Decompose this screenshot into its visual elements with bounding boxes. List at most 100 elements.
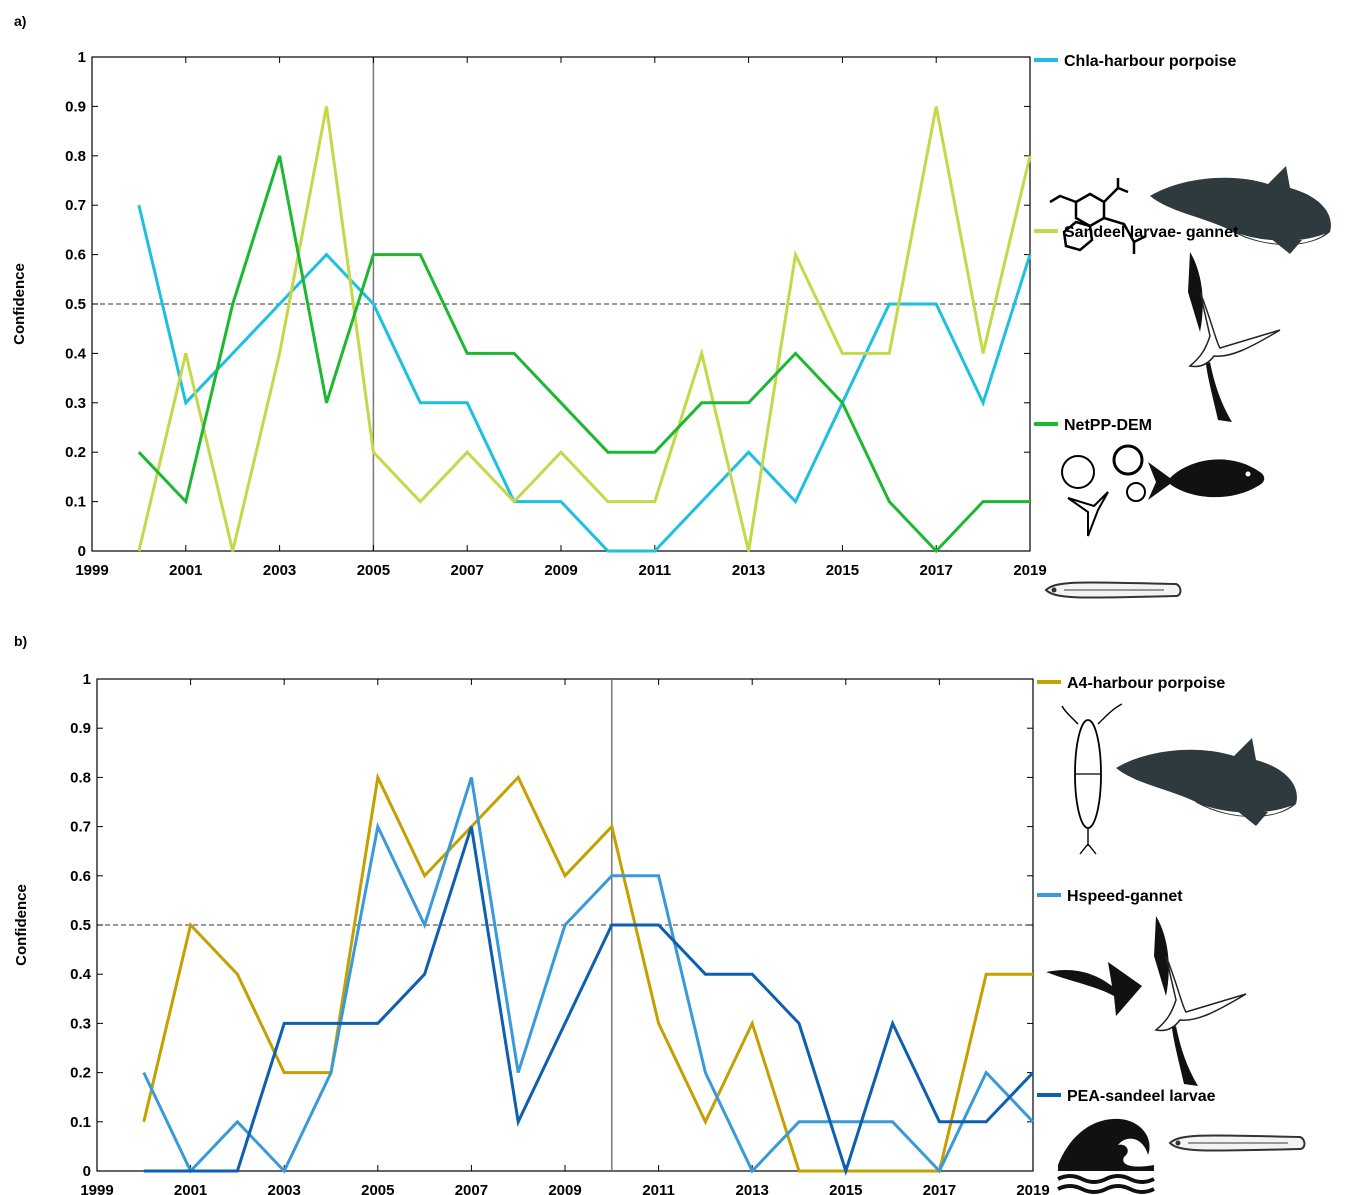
x-tick-label: 2009 [548, 1182, 581, 1195]
panel-b: b) 0 0.1 0.2 0.3 0.4 0.5 0.6 0.7 0.8 0.9 1 1999 2001 2… [13, 633, 1306, 1195]
data-point [376, 776, 379, 779]
data-point [142, 1071, 145, 1074]
data-point [1032, 1071, 1035, 1074]
x-tick-label: 2009 [544, 562, 577, 579]
data-point [794, 352, 797, 355]
gannet-tail [1206, 362, 1232, 422]
plankton-cell [1061, 455, 1095, 489]
fish-body [1148, 459, 1265, 500]
data-point [325, 253, 328, 256]
x-tick-label: 1999 [80, 1182, 113, 1195]
x-tick-label: 2015 [826, 562, 859, 579]
data-point [466, 451, 469, 454]
data-point [704, 1071, 707, 1074]
x-tick-label: 2001 [169, 562, 202, 579]
data-point [794, 253, 797, 256]
data-point [137, 550, 140, 553]
gannet-wingtip [1154, 916, 1169, 996]
x-tick-label: 2017 [923, 1182, 956, 1195]
larva-eye [1051, 587, 1057, 593]
x-tick-label: 2013 [732, 562, 765, 579]
data-point [747, 550, 750, 553]
data-point [236, 973, 239, 976]
data-point [1029, 154, 1032, 157]
y-tick-label: 0.2 [65, 444, 86, 461]
y-tick-label: 0.9 [70, 720, 91, 737]
y-tick-label: 1 [83, 671, 91, 688]
data-point [985, 973, 988, 976]
wave-ripples [1057, 1174, 1155, 1194]
molecule-bonds [1049, 178, 1147, 254]
data-point [372, 451, 375, 454]
series-line-3 [143, 826, 1035, 1176]
data-point [560, 500, 563, 503]
data-point [985, 1120, 988, 1123]
y-tick-label: 0.1 [70, 1114, 91, 1131]
legend-label: NetPP-DEM [1064, 417, 1152, 434]
plankton-cell [1112, 444, 1144, 476]
x-tick-label: 2001 [174, 1182, 207, 1195]
panel-a: a) 0 0.1 0.2 0.3 0.4 0.5 0.6 0.7 0.8 0.9 1 1999 2001 2… [11, 13, 1331, 599]
x-tick-label: 2007 [455, 1182, 488, 1195]
data-point [610, 874, 613, 877]
x-tick-label: 1999 [75, 562, 108, 579]
y-tick-label: 0.8 [70, 769, 91, 786]
legend-label: Sandeel larvae- gannet [1064, 224, 1239, 241]
data-point [560, 451, 563, 454]
data-point [466, 352, 469, 355]
wind-arrow-icon [1046, 962, 1142, 1016]
legend-label: A4-harbour porpoise [1067, 675, 1225, 692]
series-line-2 [142, 776, 1035, 1174]
sandeel-larva-icon [1168, 1134, 1306, 1152]
gannet-body [1154, 955, 1247, 1032]
demersal-fish-icon [1148, 459, 1265, 500]
data-point [700, 352, 703, 355]
data-point [231, 352, 234, 355]
molecule-ring [1062, 220, 1094, 252]
data-point [189, 924, 192, 927]
data-point [470, 825, 473, 828]
series-line-2 [137, 106, 1032, 552]
gannet-body [1188, 291, 1281, 368]
data-point [935, 105, 938, 108]
data-point [891, 1170, 894, 1173]
y-axis-label: Confidence [11, 263, 28, 345]
data-point [236, 1170, 239, 1173]
data-point [888, 303, 891, 306]
data-point [283, 1170, 286, 1173]
data-point [891, 1022, 894, 1025]
data-point [935, 550, 938, 553]
data-point [938, 1170, 941, 1173]
data-point [325, 105, 328, 108]
porpoise-flipper [1270, 238, 1302, 254]
x-tick-label: 2019 [1016, 1182, 1049, 1195]
data-point [419, 401, 422, 404]
y-axis-label: Confidence [13, 884, 30, 966]
harbour-porpoise-icon [1116, 738, 1297, 826]
data-point [325, 401, 328, 404]
x-tick-label: 2011 [639, 562, 672, 579]
data-point [564, 874, 567, 877]
data-point [982, 401, 985, 404]
y-tick-label: 1 [78, 49, 86, 66]
data-point [423, 924, 426, 927]
data-point [517, 776, 520, 779]
data-point [142, 1120, 145, 1123]
porpoise-body [1116, 738, 1297, 817]
data-point [137, 451, 140, 454]
plankton-cells-icon [1061, 444, 1146, 537]
data-point [470, 776, 473, 779]
data-point [517, 1071, 520, 1074]
data-point [657, 1022, 660, 1025]
data-point [1029, 500, 1032, 503]
data-point [700, 401, 703, 404]
data-point [794, 500, 797, 503]
data-point [751, 973, 754, 976]
data-point [606, 500, 609, 503]
data-point [372, 253, 375, 256]
panel-label: b) [14, 633, 27, 649]
x-tick-label: 2011 [642, 1182, 675, 1195]
harbour-porpoise-icon [1150, 166, 1331, 254]
data-point [513, 352, 516, 355]
data-point [137, 204, 140, 207]
